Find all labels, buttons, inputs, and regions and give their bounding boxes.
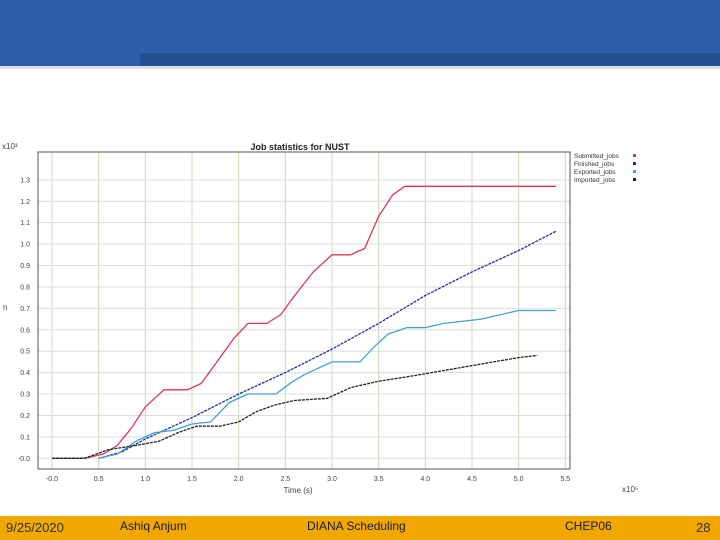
footer-bar — [0, 516, 720, 540]
legend-label: Submitted_jobs — [574, 153, 620, 160]
y-tick-label: 0.8 — [20, 284, 30, 291]
legend-label: Exported_jobs — [574, 169, 616, 176]
plot-frame — [37, 151, 571, 470]
series-lines — [52, 185, 557, 459]
legend-label: Finished_jobs — [574, 161, 615, 168]
y-tick-label: 0.3 — [20, 392, 30, 399]
legend-swatch — [633, 162, 636, 165]
series-line-submitted-jobs — [52, 185, 556, 459]
y-axis-label: n — [3, 303, 7, 312]
y-multiplier: x10³ — [2, 142, 18, 151]
page-number: 28 — [696, 520, 711, 535]
x-multiplier: x10⁵ — [622, 485, 638, 494]
x-tick-label: 4.5 — [467, 476, 477, 483]
x-tick-label: 0.5 — [94, 476, 104, 483]
footer-author: Ashiq Anjum — [120, 519, 187, 533]
x-tick-label: 2.5 — [280, 476, 290, 483]
x-tick-label: 3.5 — [374, 476, 384, 483]
legend-label: Imported_jobs — [574, 177, 616, 184]
footer-title: DIANA Scheduling — [307, 519, 406, 533]
x-axis-label: Time (s) — [283, 486, 312, 495]
job-statistics-chart: x10³ Job statistics for NUST Time (s) x1… — [2, 142, 638, 495]
y-tick-label: 1.2 — [20, 199, 30, 206]
x-tick-label: 2.0 — [234, 476, 244, 483]
x-tick-label: 5.0 — [514, 476, 524, 483]
header-stripe — [140, 53, 720, 66]
footer-conference: CHEP06 — [565, 519, 612, 533]
footer-date: 9/25/2020 — [6, 520, 64, 535]
x-tick-label: 1.0 — [140, 476, 150, 483]
x-tick-label: 5.5 — [560, 476, 570, 483]
axis-ticks: -0.0 0.5 1.0 1.5 2.0 2.5 3.0 3.5 4.0 4.5 5.0 5.5 -0.… — [18, 177, 570, 483]
x-tick-label: 3.0 — [327, 476, 337, 483]
legend-swatch — [633, 154, 636, 157]
legend: Submitted_jobsFinished_jobsExported_jobs… — [574, 153, 636, 184]
grid-lines — [38, 152, 570, 469]
y-tick-label: 0.9 — [20, 263, 30, 270]
y-tick-label: 0.2 — [20, 413, 30, 420]
y-tick-label: 0.7 — [20, 306, 30, 313]
x-tick-label: -0.0 — [46, 476, 58, 483]
y-tick-label: 1.3 — [20, 177, 30, 184]
chart-title: Job statistics for NUST — [250, 142, 350, 152]
legend-swatch — [633, 170, 636, 173]
y-tick-label: 1.1 — [20, 220, 30, 227]
y-tick-label: -0.0 — [18, 456, 30, 463]
series-line-imported-jobs — [52, 354, 538, 459]
y-tick-label: 0.6 — [20, 327, 30, 334]
legend-swatch — [633, 178, 636, 181]
series-line-exported-jobs — [98, 309, 556, 459]
y-tick-label: 1.0 — [20, 242, 30, 249]
y-tick-label: 0.1 — [20, 434, 30, 441]
series-line-finished-jobs — [98, 230, 557, 459]
header-shadow — [0, 66, 720, 69]
y-tick-label: 0.5 — [20, 349, 30, 356]
x-tick-label: 1.5 — [187, 476, 197, 483]
y-tick-label: 0.4 — [20, 370, 30, 377]
x-tick-label: 4.0 — [420, 476, 430, 483]
